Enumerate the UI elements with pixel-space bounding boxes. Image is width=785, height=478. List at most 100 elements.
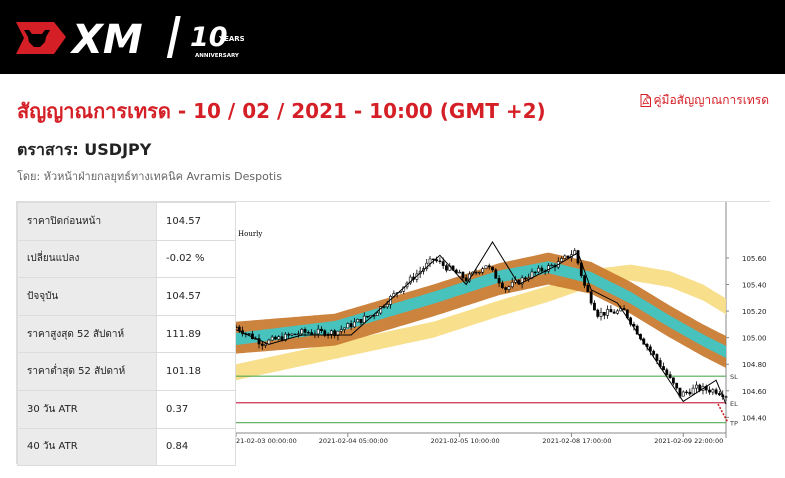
stat-value: 0.37 — [156, 389, 236, 429]
candle-body — [612, 311, 616, 314]
candle-body — [236, 326, 238, 329]
candle-body — [602, 311, 606, 316]
badge-number: 10 — [190, 22, 228, 53]
candle-body — [435, 259, 439, 262]
candle-body — [346, 323, 350, 329]
candle-body — [274, 336, 277, 340]
candle-body — [616, 310, 619, 314]
candle-body — [264, 343, 267, 346]
candle-body — [477, 271, 481, 274]
candle-body — [481, 268, 485, 273]
candle-body — [540, 267, 544, 272]
candle-body — [533, 271, 537, 274]
projection-arrow — [717, 403, 729, 424]
candle-body — [438, 260, 442, 262]
author-line: โดย: หัวหน้าฝ่ายกลยุทธ์ทางเทคนิค Avramis… — [17, 170, 282, 183]
stat-label: เปลี่ยนแปลง — [17, 239, 157, 279]
candle-body — [293, 333, 297, 336]
candle-body — [290, 333, 294, 336]
candle-body — [500, 282, 504, 288]
candle-body — [329, 330, 333, 335]
candle-body — [428, 258, 432, 264]
y-tick-label: 105.20 — [742, 308, 767, 316]
candle-body — [366, 315, 369, 318]
candle-body — [270, 336, 274, 341]
candle-body — [352, 321, 356, 328]
timeframe-label: Hourly — [238, 230, 262, 238]
guide-link[interactable]: คู่มือสัญญาณการเทรด — [640, 91, 770, 110]
candle-body — [665, 369, 669, 375]
candle-body — [464, 277, 468, 282]
candle-body — [247, 333, 251, 335]
y-tick-label: 105.40 — [742, 282, 767, 290]
candle-body — [323, 330, 327, 336]
candle-body — [441, 261, 445, 266]
candle-body — [593, 302, 596, 311]
candle-body — [507, 286, 511, 290]
candle-body — [648, 346, 652, 352]
stat-label: ปัจจุบัน — [17, 277, 157, 316]
table-row: ราคาต่ำสุด 52 สัปดาห์ 101.18 — [17, 352, 236, 391]
table-row: 30 วัน ATR 0.37 — [17, 389, 236, 429]
x-tick-label: 2021-02-09 22:00:00 — [654, 437, 723, 445]
table-row: ราคาสูงสุด 52 สัปดาห์ 111.89 — [17, 314, 236, 354]
stat-label: ราคาสูงสุด 52 สัปดาห์ — [17, 314, 157, 354]
candle-body — [343, 327, 346, 330]
candle-body — [260, 343, 264, 346]
candle-body — [698, 384, 702, 391]
candle-body — [474, 271, 478, 274]
candle-body — [523, 277, 527, 280]
y-tick-label: 105.60 — [742, 255, 767, 263]
page-title: สัญญาณการเทรด - 10 / 02 / 2021 - 10:00 (… — [17, 99, 546, 123]
candle-body — [431, 258, 435, 261]
x-tick-label: 2021-02-05 10:00:00 — [431, 437, 500, 445]
candle-body — [652, 350, 656, 355]
candle-body — [681, 391, 685, 397]
candle-body — [491, 266, 494, 271]
table-row: 40 วัน ATR 0.84 — [17, 427, 236, 467]
candle-body — [606, 309, 610, 316]
logo-divider — [166, 16, 181, 58]
candle-body — [300, 329, 304, 335]
candle-body — [708, 389, 711, 393]
guide-link-label: คู่มือสัญญาณการเทรด — [653, 93, 770, 107]
candle-body — [458, 271, 462, 274]
candle-body — [385, 304, 389, 308]
candle-body — [494, 269, 498, 279]
stat-label: 30 วัน ATR — [17, 389, 157, 429]
level-label-tp: TP — [729, 420, 738, 428]
candle-body — [356, 318, 360, 323]
candle-body — [306, 332, 310, 334]
xm-logo[interactable]: XM 10 YEARS ANNIVERSARY — [14, 10, 244, 65]
candle-body — [408, 276, 412, 284]
candle-body — [586, 285, 590, 293]
stat-label: 40 วัน ATR — [17, 427, 157, 467]
candle-body — [688, 391, 692, 395]
candle-body — [537, 267, 540, 273]
candle-body — [547, 265, 550, 272]
x-tick-label: 21-02-03 00:00:00 — [236, 437, 297, 445]
yellow-band — [236, 264, 726, 381]
candle-body — [237, 326, 241, 332]
y-tick-label: 105.00 — [742, 335, 767, 343]
candle-body — [596, 309, 600, 317]
badge-caption: ANNIVERSARY — [195, 53, 240, 59]
candle-body — [445, 265, 448, 271]
candle-body — [675, 382, 679, 389]
candle-body — [550, 264, 554, 267]
candle-body — [336, 330, 340, 336]
candle-body — [589, 291, 593, 304]
badge-word: YEARS — [218, 35, 244, 43]
candle-body — [283, 333, 287, 341]
candle-body — [655, 354, 659, 361]
zigzag-line — [236, 241, 727, 405]
stat-label: ราคาปิดก่อนหน้า — [17, 202, 157, 241]
candle-body — [316, 328, 320, 335]
candle-body — [714, 389, 718, 394]
candle-body — [310, 332, 314, 335]
table-row: ราคาปิดก่อนหน้า 104.57 — [17, 202, 236, 241]
teal-band — [236, 261, 726, 358]
candle-body — [622, 308, 626, 311]
candle-body — [685, 391, 688, 394]
level-label-sl: SL — [730, 373, 738, 381]
